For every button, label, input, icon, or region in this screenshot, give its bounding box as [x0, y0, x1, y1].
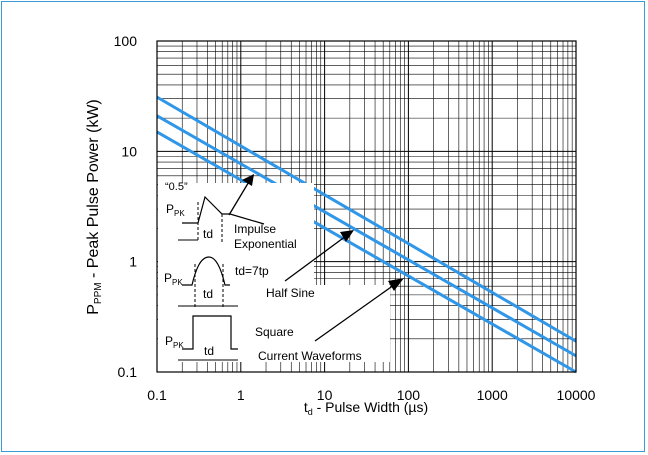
arrowhead-1 — [242, 174, 254, 186]
inset-background-lower — [158, 285, 390, 362]
half-sine-label: Half Sine — [266, 286, 315, 300]
x-tick-label: 100 — [397, 387, 421, 403]
series-line-3 — [156, 130, 577, 374]
pointer-arrow-2 — [284, 235, 347, 282]
series-line-1 — [156, 95, 577, 343]
td-label-3: td — [204, 344, 214, 358]
exponential-waveform — [182, 195, 265, 225]
x-tick-label: 1000 — [477, 387, 508, 403]
ppk-label-1: PPK — [166, 202, 185, 218]
pointer-arrow-3 — [314, 284, 395, 342]
y-tick-label: 10 — [121, 143, 137, 159]
x-tick-label: 1 — [237, 387, 245, 403]
y-tick-label: 1 — [129, 254, 137, 270]
y-tick-label: 100 — [114, 33, 138, 49]
arrowhead-2 — [340, 230, 354, 242]
half-label: “0.5” — [165, 181, 188, 193]
ppk-label-2: PPK — [164, 271, 183, 287]
ppk-label-3: PPK — [165, 334, 184, 350]
exponential-label: Exponential — [234, 237, 297, 251]
impulse-label: Impulse — [234, 222, 276, 236]
y-axis-label: PPPM - Peak Pulse Power (kW) — [85, 99, 104, 315]
td7tp-label: td=7tp — [235, 264, 269, 278]
plot-border — [156, 40, 577, 373]
waveform-inset: “0.5” PPK td Impulse Exponential PPK td … — [158, 174, 404, 363]
pointer-arrow-1 — [228, 179, 251, 216]
x-tick-label: 10000 — [557, 387, 596, 403]
series-lines — [156, 95, 577, 374]
x-axis-label: td - Pulse Width (µs) — [304, 399, 428, 417]
current-waveforms-label: Current Waveforms — [258, 349, 362, 363]
td-label-1: td — [203, 227, 213, 241]
series-line-2 — [156, 114, 577, 358]
x-tick-label: 0.1 — [147, 387, 167, 403]
tick-labels: 0.1 1 10 100 1000 10000 0.1 1 10 100 — [114, 33, 596, 403]
td-label-2: td — [203, 287, 213, 301]
square-waveform — [182, 315, 238, 350]
arrowhead-3 — [388, 278, 404, 291]
square-label: Square — [255, 325, 294, 339]
y-tick-label: 0.1 — [118, 364, 138, 380]
x-tick-label: 10 — [317, 387, 333, 403]
